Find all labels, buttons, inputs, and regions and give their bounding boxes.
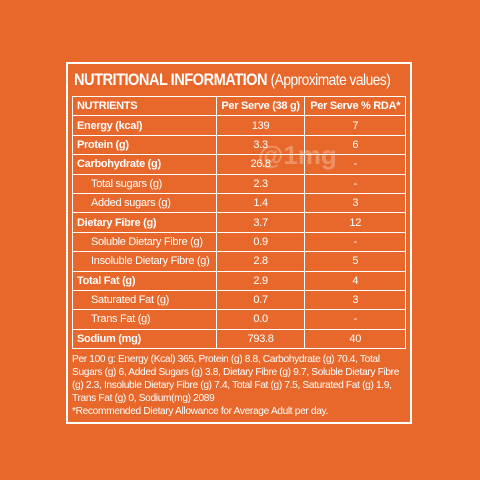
title-line: NUTRITIONAL INFORMATION (Approximate val… (74, 70, 391, 90)
value-cell: 3.7 (215, 212, 306, 233)
value-cell: 12 (304, 212, 406, 233)
nutrient-row: Energy (kcal) 139 7 (72, 115, 406, 136)
value-cell: - (304, 173, 406, 194)
value-cell: 793.8 (215, 328, 306, 350)
nutrient-row: Insoluble Dietary Fibre (g) 2.8 5 (72, 251, 406, 272)
value-cell: 2.8 (215, 251, 306, 272)
nutrient-row: Carbohydrate (g) 26.8- (72, 154, 406, 175)
rda-note: *Recommended Dietary Allowance for Avera… (72, 406, 329, 418)
value-cell: 26.8 (215, 154, 306, 175)
header-row: NUTRIENTS Per Serve (38 g) Per Serve % RDA… (72, 95, 406, 117)
nutrition-table: NUTRIENTS Per Serve (38 g) Per Serve % RDA… (72, 95, 406, 350)
nutrient-row: Total sugars (g) 2.3- (72, 173, 406, 194)
subtitle: (Approximate values) (270, 72, 391, 89)
nutrient-row: Added sugars (g) 1.4 3 (72, 192, 406, 214)
value-cell: 6 (304, 134, 406, 156)
per-100g: Per 100 g: Energy (Kcal) 365, Protein (g… (72, 354, 400, 405)
nutrient-name: Soluble Dietary Fibre (g) (72, 231, 217, 253)
table-body: NUTRIENTS Per Serve (38 g) Per Serve % RDA… (72, 95, 406, 350)
value-cell: 3 (304, 192, 406, 214)
column-header: NUTRIENTS (72, 95, 217, 117)
value-cell: - (304, 154, 406, 175)
nutrient-name: Total sugars (g) (72, 173, 217, 194)
value-cell: - (304, 309, 406, 330)
nutrient-name: Added sugars (g) (72, 192, 217, 214)
column-header: Per Serve % RDA* (304, 95, 406, 117)
footer: Per 100 g: Energy (Kcal) 365, Protein (g… (72, 353, 406, 418)
nutrient-name: Total Fat (g) (72, 270, 217, 291)
value-cell: 2.9 (215, 270, 306, 291)
value-cell: 0.9 (215, 231, 306, 253)
nutrient-name: Saturated Fat (g) (72, 289, 217, 311)
nutrient-row: Sodium (mg) 793.8 40 (72, 328, 406, 350)
nutrient-row: Soluble Dietary Fibre (g) 0.9- (72, 231, 406, 253)
value-cell: 40 (304, 328, 406, 350)
value-cell: 1.4 (215, 192, 306, 214)
nutrient-row: Protein (g) 3.3 6 (72, 134, 406, 156)
value-cell: 0.0 (215, 309, 306, 330)
value-cell: 0.7 (215, 289, 306, 311)
nutrient-name: Sodium (mg) (72, 328, 217, 350)
label-box: NUTRITIONAL INFORMATION (Approximate val… (66, 62, 412, 424)
value-cell: 2.3 (215, 173, 306, 194)
nutrient-name: Dietary Fibre (g) (72, 212, 217, 233)
nutrient-row: Saturated Fat (g) 0.7 3 (72, 289, 406, 311)
watermark: @1mg (258, 140, 337, 170)
nutrient-name: Protein (g) (72, 134, 217, 156)
nutrient-row: Dietary Fibre (g) 3.7 12 (72, 212, 406, 233)
nutrient-name: Insoluble Dietary Fibre (g) (72, 251, 217, 272)
value-cell: 3 (304, 289, 406, 311)
nutrient-name: Energy (kcal) (72, 115, 217, 136)
value-cell: - (304, 231, 406, 253)
title: NUTRITIONAL INFORMATION (74, 70, 268, 89)
nutrient-row: Total Fat (g) 2.9 4 (72, 270, 406, 291)
value-cell: 3.3 (215, 134, 306, 156)
nutrient-name: Trans Fat (g) (72, 309, 217, 330)
value-cell: 4 (304, 270, 406, 291)
value-cell: 5 (304, 251, 406, 272)
nutrient-name: Carbohydrate (g) (72, 154, 217, 175)
value-cell: 7 (304, 115, 406, 136)
nutrient-row: Trans Fat (g) 0.0- (72, 309, 406, 330)
value-cell: 139 (215, 115, 306, 136)
column-header: Per Serve (38 g) (215, 95, 306, 117)
